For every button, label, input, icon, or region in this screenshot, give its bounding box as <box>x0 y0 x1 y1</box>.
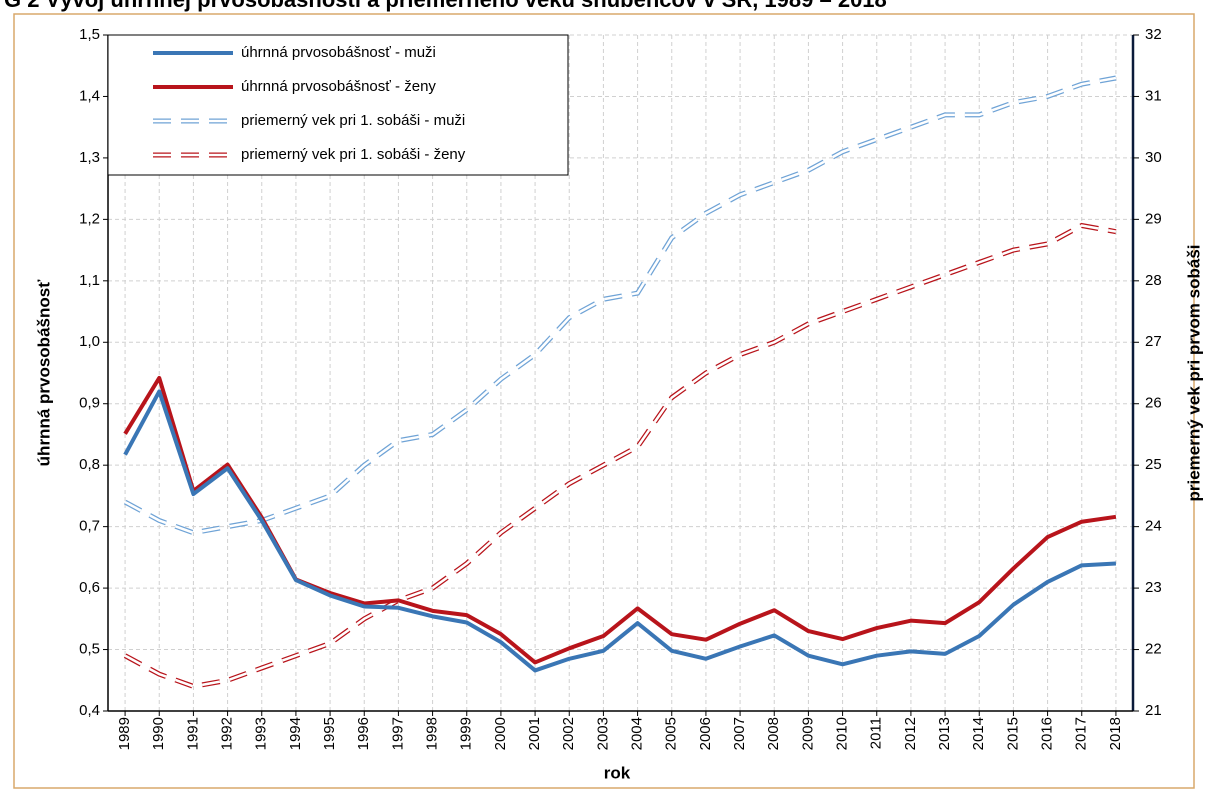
y-tick-label: 1,4 <box>79 87 100 104</box>
x-tick-label: 1994 <box>287 717 304 750</box>
x-tick-label: 1995 <box>321 717 338 750</box>
legend-label: úhrnná prvosobášnosť - muži <box>241 44 436 61</box>
legend-label: priemerný vek pri 1. sobáši - ženy <box>241 146 466 163</box>
x-tick-label: 2009 <box>799 717 816 750</box>
x-tick-label: 1991 <box>184 717 201 750</box>
y-tick-label: 0,8 <box>79 456 100 473</box>
x-tick-label: 2017 <box>1073 717 1090 750</box>
frame <box>13 13 1195 789</box>
x-tick-label: 2004 <box>629 717 646 750</box>
y2-tick-label: 28 <box>1145 272 1162 289</box>
y2-tick-label: 24 <box>1145 518 1162 535</box>
chart-title: G 2 Vývoj úhrnnej prvosobášnosti a priem… <box>4 0 887 12</box>
series-line <box>123 389 1117 673</box>
x-tick-label: 1993 <box>253 717 270 750</box>
series-line <box>123 375 1117 665</box>
y-tick-label: 0,7 <box>79 518 100 535</box>
y-tick-label: 1,5 <box>79 26 100 43</box>
x-tick-label: 2008 <box>765 717 782 750</box>
x-tick-label: 1996 <box>355 717 372 750</box>
y2-tick-label: 27 <box>1145 333 1162 350</box>
y-tick-label: 1,3 <box>79 149 100 166</box>
y2-tick-label: 31 <box>1145 87 1162 104</box>
x-tick-label: 2015 <box>1004 717 1021 750</box>
y2-tick-label: 21 <box>1145 702 1162 719</box>
y2-tick-label: 32 <box>1145 26 1162 43</box>
x-tick-label: 2003 <box>594 717 611 750</box>
series-line-inner <box>124 224 1117 688</box>
x-tick-label: 1999 <box>458 717 475 750</box>
x-tick-label: 1997 <box>389 717 406 750</box>
x-tick-label: 2013 <box>936 717 953 750</box>
y-tick-label: 0,5 <box>79 641 100 658</box>
y-tick-label: 1,2 <box>79 210 100 227</box>
x-tick-label: 1989 <box>116 717 133 750</box>
x-tick-label: 2000 <box>492 717 509 750</box>
y2-tick-label: 22 <box>1145 641 1162 658</box>
x-tick-label: 1990 <box>150 717 167 750</box>
x-tick-label: 2005 <box>663 717 680 750</box>
y2-tick-label: 26 <box>1145 395 1162 412</box>
legend-label: úhrnná prvosobášnosť - ženy <box>241 78 436 95</box>
x-tick-label: 2010 <box>834 717 851 750</box>
y-tick-label: 1,1 <box>79 272 100 289</box>
y2-axis-label: priemerný vek pri prvom sobáši <box>1184 245 1203 502</box>
y2-tick-label: 30 <box>1145 149 1162 166</box>
x-axis-label: rok <box>604 763 631 782</box>
y-tick-label: 0,4 <box>79 702 100 719</box>
y2-tick-label: 25 <box>1145 456 1162 473</box>
y2-tick-label: 23 <box>1145 579 1162 596</box>
x-tick-label: 2018 <box>1107 717 1124 750</box>
x-tick-label: 2016 <box>1039 717 1056 750</box>
legend-box <box>107 34 569 176</box>
x-tick-label: 2006 <box>697 717 714 750</box>
x-tick-label: 1998 <box>424 717 441 750</box>
y-tick-label: 0,9 <box>79 395 100 412</box>
x-tick-label: 1992 <box>219 717 236 750</box>
x-tick-label: 2001 <box>526 717 543 750</box>
x-tick-label: 2002 <box>560 717 577 750</box>
y2-tick-label: 29 <box>1145 210 1162 227</box>
x-tick-label: 2012 <box>902 717 919 750</box>
x-tick-label: 2014 <box>970 717 987 750</box>
y-tick-label: 0,6 <box>79 579 100 596</box>
series-line-inner <box>124 76 1117 535</box>
y-axis-label: úhrnná prvosobášnosť <box>34 279 53 467</box>
x-tick-label: 2011 <box>868 717 885 749</box>
legend-label: priemerný vek pri 1. sobáši - muži <box>241 112 465 129</box>
x-tick-label: 2007 <box>731 717 748 750</box>
y-tick-label: 1,0 <box>79 333 100 350</box>
